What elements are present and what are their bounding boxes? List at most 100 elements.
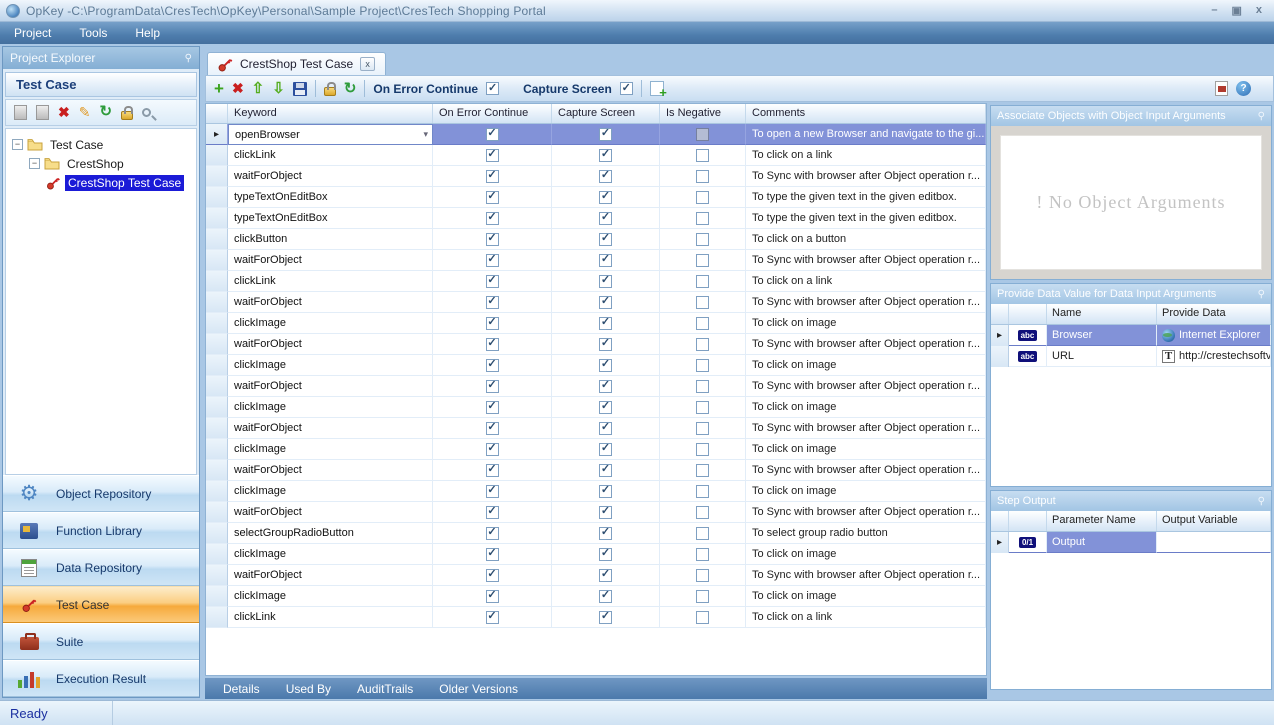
capture-cell[interactable] (552, 523, 660, 544)
dropdown-arrow-icon[interactable]: ▾ (423, 129, 428, 139)
step-output-row[interactable]: ▸ 0/1 Output (991, 532, 1271, 553)
on-error-cell[interactable] (433, 565, 552, 586)
step-row[interactable]: waitForObject To Sync with browser after … (206, 502, 986, 523)
step-row[interactable]: clickButton To click on a button (206, 229, 986, 250)
nav-test-case[interactable]: Test Case (3, 586, 199, 623)
step-row[interactable]: clickImage To click on image (206, 586, 986, 607)
step-row[interactable]: typeTextOnEditBox To type the given text … (206, 208, 986, 229)
export-icon[interactable] (1215, 81, 1228, 96)
on-error-cell[interactable] (433, 313, 552, 334)
on-error-cell[interactable] (433, 460, 552, 481)
step-row[interactable]: selectGroupRadioButton To select group ra… (206, 523, 986, 544)
close-button[interactable]: x (1255, 4, 1262, 16)
column-header-is-negative[interactable]: Is Negative (660, 104, 746, 123)
keyword-cell[interactable]: clickImage (228, 355, 433, 376)
bottom-tab-details[interactable]: Details (223, 681, 260, 696)
keyword-cell[interactable]: waitForObject (228, 292, 433, 313)
on-error-cell[interactable] (433, 397, 552, 418)
keyword-cell[interactable]: clickImage (228, 544, 433, 565)
step-row[interactable]: waitForObject To Sync with browser after … (206, 292, 986, 313)
negative-cell[interactable] (660, 397, 746, 418)
on-error-cell[interactable] (433, 271, 552, 292)
output-variable-cell[interactable] (1157, 532, 1271, 553)
on-error-cell[interactable] (433, 292, 552, 313)
capture-cell[interactable] (552, 187, 660, 208)
column-header-capture-screen[interactable]: Capture Screen (552, 104, 660, 123)
negative-cell[interactable] (660, 145, 746, 166)
on-error-cell[interactable] (433, 355, 552, 376)
on-error-cell[interactable] (433, 439, 552, 460)
negative-cell[interactable] (660, 271, 746, 292)
negative-cell[interactable] (660, 166, 746, 187)
nav-execution-result[interactable]: Execution Result (3, 660, 199, 697)
refresh-icon[interactable]: ↻ (99, 103, 113, 121)
negative-cell[interactable] (660, 124, 746, 145)
keyword-cell[interactable]: typeTextOnEditBox (228, 187, 433, 208)
keyword-cell[interactable]: waitForObject (228, 250, 433, 271)
keyword-cell[interactable]: clickLink (228, 271, 433, 292)
negative-cell[interactable] (660, 355, 746, 376)
negative-cell[interactable] (660, 418, 746, 439)
menu-item-project[interactable]: Project (14, 26, 52, 40)
capture-cell[interactable] (552, 460, 660, 481)
capture-cell[interactable] (552, 418, 660, 439)
capture-cell[interactable] (552, 502, 660, 523)
negative-cell[interactable] (660, 607, 746, 628)
on-error-cell[interactable] (433, 124, 552, 145)
on-error-cell[interactable] (433, 586, 552, 607)
nav-function-library[interactable]: Function Library (3, 512, 199, 549)
keyword-cell[interactable]: waitForObject (228, 502, 433, 523)
step-row[interactable]: clickImage To click on image (206, 397, 986, 418)
delete-step-icon[interactable]: ✖ (231, 80, 244, 96)
negative-cell[interactable] (660, 481, 746, 502)
expander-icon[interactable]: − (12, 139, 23, 150)
step-row[interactable]: clickImage To click on image (206, 355, 986, 376)
edit-icon[interactable]: ✎ (78, 103, 91, 120)
negative-cell[interactable] (660, 229, 746, 250)
capture-cell[interactable] (552, 586, 660, 607)
refresh-icon[interactable]: ↻ (343, 79, 357, 97)
tab-close-icon[interactable]: x (360, 57, 376, 71)
bottom-tab-audittrails[interactable]: AuditTrails (357, 681, 414, 696)
on-error-cell[interactable] (433, 481, 552, 502)
tree-item-crestshop-test-case[interactable]: CrestShop Test Case (6, 173, 196, 192)
on-error-cell[interactable] (433, 166, 552, 187)
expander-icon[interactable]: − (29, 158, 40, 169)
keyword-cell[interactable]: typeTextOnEditBox (228, 208, 433, 229)
bottom-tab-used-by[interactable]: Used By (285, 681, 332, 696)
keyword-cell[interactable]: clickImage (228, 439, 433, 460)
pin-icon[interactable]: ⚲ (1257, 110, 1265, 122)
menu-item-help[interactable]: Help (135, 26, 161, 40)
negative-cell[interactable] (660, 187, 746, 208)
keyword-cell[interactable]: clickImage (228, 481, 433, 502)
keyword-cell[interactable]: selectGroupRadioButton (228, 523, 433, 544)
step-row[interactable]: waitForObject To Sync with browser after … (206, 250, 986, 271)
keyword-cell[interactable]: clickLink (228, 145, 433, 166)
step-row[interactable]: clickImage To click on image (206, 313, 986, 334)
nav-suite[interactable]: Suite (3, 623, 199, 660)
keyword-cell[interactable]: clickImage (228, 313, 433, 334)
step-row[interactable]: waitForObject To Sync with browser after … (206, 418, 986, 439)
on-error-cell[interactable] (433, 523, 552, 544)
move-up-icon[interactable]: ⇧ (251, 79, 265, 97)
column-header-comments[interactable]: Comments (746, 104, 986, 123)
on-error-cell[interactable] (433, 607, 552, 628)
argument-value-cell[interactable]: Internet Explorer (1157, 325, 1271, 346)
step-row[interactable]: ▸openBrowser▾ To open a new Browser and n… (206, 124, 986, 145)
pin-icon[interactable]: ⚲ (184, 52, 192, 64)
negative-cell[interactable] (660, 376, 746, 397)
negative-cell[interactable] (660, 313, 746, 334)
keyword-cell[interactable]: waitForObject (228, 460, 433, 481)
capture-cell[interactable] (552, 229, 660, 250)
step-row[interactable]: clickImage To click on image (206, 439, 986, 460)
on-error-cell[interactable] (433, 502, 552, 523)
data-input-row[interactable]: ▸ abc Browser Internet Explorer (991, 325, 1271, 346)
restore-button[interactable]: ▣ (1231, 5, 1242, 17)
keyword-cell[interactable]: waitForObject (228, 376, 433, 397)
capture-cell[interactable] (552, 481, 660, 502)
step-row[interactable]: clickImage To click on image (206, 544, 986, 565)
column-header-on-error-continue[interactable]: On Error Continue (433, 104, 552, 123)
capture-cell[interactable] (552, 355, 660, 376)
step-row[interactable]: waitForObject To Sync with browser after … (206, 334, 986, 355)
on-error-continue-checkbox[interactable] (486, 82, 500, 95)
